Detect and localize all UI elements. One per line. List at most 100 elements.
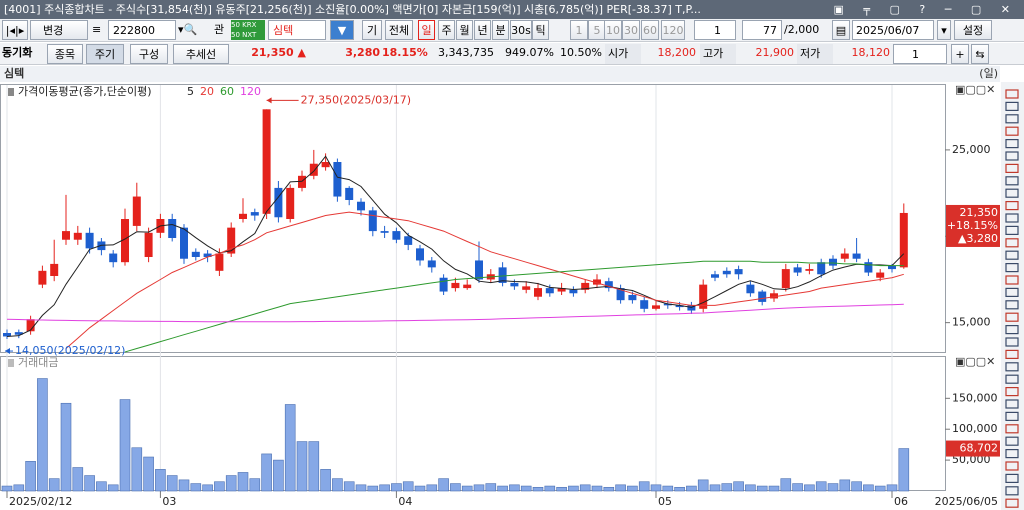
bar <box>745 484 756 492</box>
ma-line <box>65 211 904 349</box>
bar <box>898 448 910 492</box>
add-button[interactable]: + <box>951 44 969 64</box>
tab-button[interactable]: 주기 <box>86 44 124 64</box>
tool-icon <box>1005 424 1019 434</box>
candle-body <box>640 300 649 309</box>
candle-body <box>345 187 354 200</box>
count-input[interactable]: 77 <box>742 20 782 40</box>
period-button[interactable]: 년 <box>474 20 491 40</box>
period-button[interactable]: 일 <box>418 20 435 40</box>
tool-icon <box>1005 312 1019 322</box>
candle-body <box>734 269 743 275</box>
icon[interactable]: ≡ <box>92 23 102 36</box>
candle-body <box>416 248 424 261</box>
bar <box>60 402 72 492</box>
tool-icon <box>1005 362 1019 372</box>
bar <box>874 485 886 492</box>
sync[interactable]: 동기화 <box>2 46 33 59</box>
date-arrow[interactable]: ▾ <box>937 20 951 40</box>
window-controls[interactable]: ▣ ╤ ▢ ? ─ ▢ ✕ <box>833 3 1018 16</box>
arrow-head <box>266 97 272 104</box>
candle-body <box>357 201 365 211</box>
candle-body <box>770 293 778 299</box>
all-button[interactable]: 전체 <box>385 20 413 40</box>
x-tick-label: 04 <box>398 495 412 508</box>
bar <box>697 479 709 492</box>
candle-body <box>380 231 389 233</box>
candle-body <box>144 232 153 257</box>
period-button[interactable]: 틱 <box>532 20 549 40</box>
x-tick-label: 03 <box>162 495 176 508</box>
date-input[interactable]: 2025/06/07 <box>852 20 934 40</box>
tool-icon <box>1005 387 1019 397</box>
period-button[interactable]: 주 <box>438 20 455 40</box>
unit-button[interactable]: 30 <box>622 20 640 40</box>
settings-button[interactable]: 설정 <box>954 20 992 40</box>
candle-body <box>711 274 719 278</box>
name-input[interactable]: 심텍 <box>268 20 326 40</box>
calendar-icon[interactable]: ▤ <box>832 20 850 40</box>
tool-icon <box>1005 188 1019 198</box>
search-icons[interactable]: ▾🔍 <box>178 23 198 36</box>
period-button[interactable]: 월 <box>456 20 473 40</box>
bar <box>851 481 862 492</box>
candle-body <box>298 175 306 188</box>
unit-button[interactable]: 1 <box>570 20 588 40</box>
tool-icon <box>1005 126 1019 136</box>
candle-body <box>581 282 590 290</box>
candle-body <box>309 163 318 176</box>
unit-spin[interactable]: 1 <box>694 20 736 40</box>
bar <box>638 481 650 492</box>
bar <box>72 467 84 492</box>
pane-icons[interactable]: ▣▢▢✕ <box>955 355 995 368</box>
unit-button[interactable]: 120 <box>661 20 685 40</box>
swap-button[interactable]: ⇆ <box>971 44 989 64</box>
bar <box>827 483 839 492</box>
tab-button[interactable]: 구성 <box>130 44 168 64</box>
pane-icons[interactable]: ▣▢▢✕ <box>955 83 995 96</box>
bar <box>568 485 579 492</box>
volume-title: 거래대금 <box>18 356 58 369</box>
y-tick-label: 25,000 <box>952 143 991 156</box>
bar <box>107 484 119 492</box>
tool-icon <box>1005 176 1019 186</box>
value-label: 68,702 <box>960 442 999 455</box>
nav-button[interactable]: |◂|▸ <box>2 20 28 40</box>
bar <box>355 484 367 492</box>
candle-body <box>829 258 837 266</box>
ma-line <box>6 155 905 337</box>
bar <box>320 469 331 492</box>
period-button[interactable]: 30s <box>510 20 532 40</box>
candle-body <box>451 282 460 289</box>
volume-rate: 949.07% <box>505 46 554 59</box>
unit-button[interactable]: 10 <box>604 20 622 40</box>
watch[interactable]: 관 <box>214 23 225 36</box>
x-tick-label: 06 <box>894 495 908 508</box>
candle-body <box>368 210 377 232</box>
bar <box>473 484 485 492</box>
bar <box>379 484 390 492</box>
period-button[interactable]: 분 <box>492 20 509 40</box>
icon-button[interactable]: ▼ <box>330 20 354 40</box>
side-icons[interactable] <box>1005 89 1019 508</box>
candle-body <box>888 265 896 270</box>
bar <box>461 485 473 492</box>
candle-body <box>758 291 767 302</box>
bar <box>284 404 296 492</box>
select[interactable]: 1 <box>893 44 947 64</box>
basic-button[interactable]: 기 <box>362 20 382 40</box>
candle-body <box>463 284 472 289</box>
change-select[interactable]: 변경 <box>30 20 88 40</box>
candle-body <box>321 162 330 168</box>
candle-body <box>522 286 531 290</box>
tab-button[interactable]: 종목 <box>47 44 83 64</box>
unit-button[interactable]: 60 <box>641 20 659 40</box>
tab-button[interactable]: 추세선 <box>173 44 229 64</box>
price: 21,350 ▲ <box>251 46 306 59</box>
exchange-badge[interactable]: 50 KRX 50 NXT <box>231 20 265 40</box>
volume: 3,343,735 <box>438 46 494 59</box>
candle-body <box>50 263 59 276</box>
ma-line <box>124 260 904 353</box>
code-input[interactable]: 222800 <box>108 20 176 40</box>
